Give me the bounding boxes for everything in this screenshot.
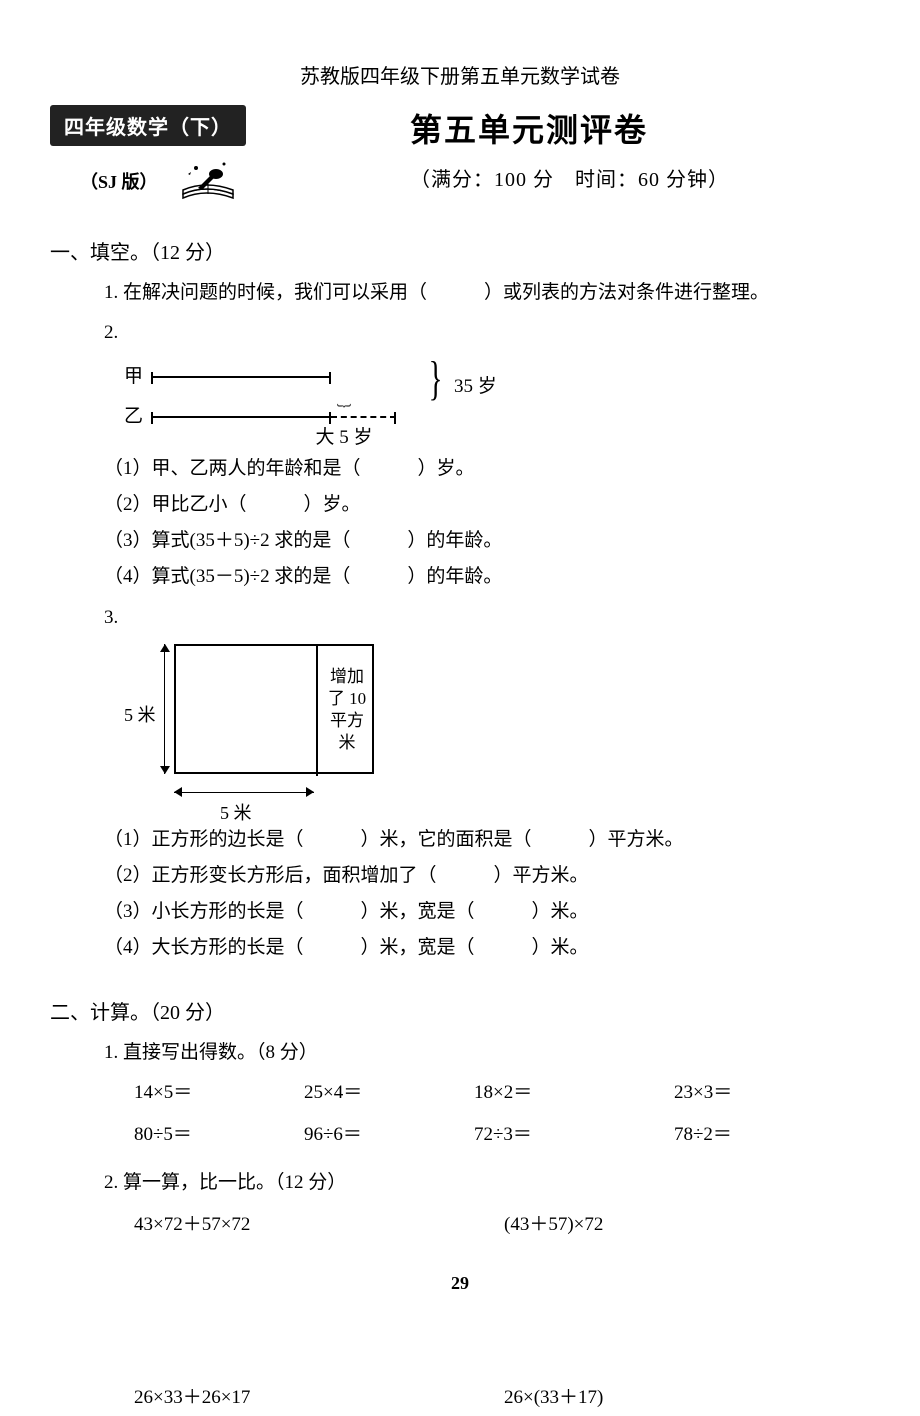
q3-label: 3. xyxy=(104,607,118,628)
exam-meta: （满分：100 分 时间：60 分钟） xyxy=(410,163,870,192)
q3-s3: （3）小长方形的长是（ ）米，宽是（ ）米。 xyxy=(104,894,870,930)
big5: ︸ 大 5 岁 xyxy=(294,409,394,455)
pair-1b: (43＋57)×72 xyxy=(504,1207,603,1243)
section-1-heading: 一、填空。（12 分） xyxy=(50,236,870,265)
calc-cell: 78÷2＝ xyxy=(674,1117,824,1153)
pair-2a: 26×33＋26×17 xyxy=(134,1380,504,1416)
calc-cell: 96÷6＝ xyxy=(304,1117,474,1153)
calc-grid: 14×5＝ 25×4＝ 18×2＝ 23×3＝ 80÷5＝ 96÷6＝ 72÷3… xyxy=(134,1075,870,1153)
q2-s4: （4）算式(35－5)÷2 求的是（ ）的年龄。 xyxy=(104,559,870,595)
brace-icon: } xyxy=(429,355,443,403)
pair-2b: 26×(33＋17) xyxy=(504,1380,603,1416)
v-dim-label: 5 米 xyxy=(124,698,156,732)
calc-cell: 25×4＝ xyxy=(304,1075,474,1111)
pair-1a: 43×72＋57×72 xyxy=(134,1207,504,1243)
header: 四年级数学（下） （SJ 版） 第五单元测评卷 （满分：100 分 时间：60 … xyxy=(50,105,870,206)
h-arrow-right xyxy=(306,787,314,797)
header-left: 四年级数学（下） （SJ 版） xyxy=(50,105,370,206)
s2-q2-title: 2. 算一算，比一比。（12 分） xyxy=(104,1165,870,1201)
v-dim-line xyxy=(164,644,165,774)
inner-divider xyxy=(316,646,318,776)
v-arrow-bottom xyxy=(160,766,170,774)
calc-cell: 18×2＝ xyxy=(474,1075,674,1111)
q3-s2: （2）正方形变长方形后，面积增加了（ ）平方米。 xyxy=(104,858,870,894)
pair-1: 43×72＋57×72 (43＋57)×72 xyxy=(134,1207,870,1243)
q3-s1: （1）正方形的边长是（ ）米，它的面积是（ ）平方米。 xyxy=(104,822,870,858)
q1: 1. 在解决问题的时候，我们可以采用（ ）或列表的方法对条件进行整理。 xyxy=(104,275,870,311)
section-2-heading: 二、计算。（20 分） xyxy=(50,996,870,1025)
calc-cell: 14×5＝ xyxy=(134,1075,304,1111)
q2-s1: （1）甲、乙两人的年龄和是（ ）岁。 xyxy=(104,451,870,487)
section-1-body: 1. 在解决问题的时候，我们可以采用（ ）或列表的方法对条件进行整理。 2. 甲… xyxy=(104,275,870,966)
increase-text: 增加了 10平方米 xyxy=(322,666,372,754)
q2-s2: （2）甲比乙小（ ）岁。 xyxy=(104,487,870,523)
page-number: 29 xyxy=(0,1273,920,1294)
header-right: 第五单元测评卷 （满分：100 分 时间：60 分钟） xyxy=(370,105,870,192)
section-2-body: 1. 直接写出得数。（8 分） 14×5＝ 25×4＝ 18×2＝ 23×3＝ … xyxy=(104,1035,870,1416)
yi-label: 乙 xyxy=(124,399,143,435)
sj-edition: （SJ 版） xyxy=(80,168,158,194)
jia-bar xyxy=(151,376,331,378)
jia-label: 甲 xyxy=(124,359,143,395)
q2-label: 2. xyxy=(104,322,118,343)
book-pencil-icon xyxy=(178,156,238,206)
q2-s3: （3）算式(35＋5)÷2 求的是（ ）的年龄。 xyxy=(104,523,870,559)
calc-cell: 72÷3＝ xyxy=(474,1117,674,1153)
rect-diagram: 5 米 增加了 10平方米 5 米 xyxy=(134,644,394,814)
h-dim-label: 5 米 xyxy=(220,796,252,830)
pair-2: 26×33＋26×17 26×(33＋17) xyxy=(134,1380,870,1416)
q3: 3. 5 米 增加了 10平方米 5 米 （1）正方形的边长是（ ）米，它的面积… xyxy=(104,600,870,966)
age-diagram: 甲 乙 } 35 岁 ︸ 大 5 岁 xyxy=(124,355,870,445)
unit-title: 第五单元测评卷 xyxy=(410,105,870,151)
h-dim-line xyxy=(174,792,314,793)
calc-cell: 80÷5＝ xyxy=(134,1117,304,1153)
age-35-label: 35 岁 xyxy=(454,369,497,405)
grade-badge: 四年级数学（下） xyxy=(50,105,246,146)
h-arrow-left xyxy=(174,787,182,797)
sj-row: （SJ 版） xyxy=(50,156,370,206)
calc-cell: 23×3＝ xyxy=(674,1075,824,1111)
q2: 2. 甲 乙 } 35 岁 ︸ 大 5 岁 （1）甲、乙两人的年龄和是（ ）岁。… xyxy=(104,315,870,595)
q3-s4: （4）大长方形的长是（ ）米，宽是（ ）米。 xyxy=(104,930,870,966)
doc-title: 苏教版四年级下册第五单元数学试卷 xyxy=(50,60,870,89)
s2-q1-title: 1. 直接写出得数。（8 分） xyxy=(104,1035,870,1071)
big5-text: 大 5 岁 xyxy=(294,420,394,456)
v-arrow-top xyxy=(160,644,170,652)
